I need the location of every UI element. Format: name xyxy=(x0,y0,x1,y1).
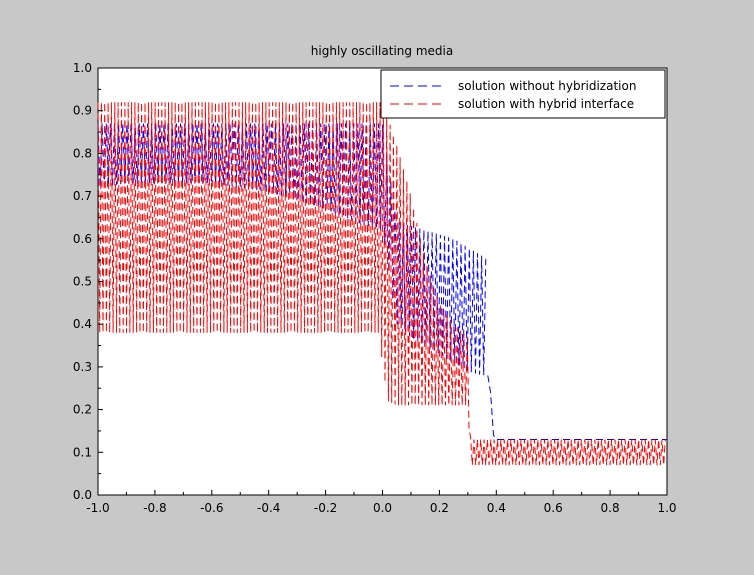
x-tick-label: 0.2 xyxy=(430,501,449,515)
y-tick-label: 0.9 xyxy=(73,104,92,118)
x-tick-label: 0.4 xyxy=(487,501,506,515)
x-tick-label: 1.0 xyxy=(657,501,676,515)
x-tick-label: -0.2 xyxy=(314,501,337,515)
y-tick-label: 1.0 xyxy=(73,61,92,75)
series-line-2 xyxy=(97,102,666,466)
y-tick-label: 0.3 xyxy=(73,360,92,374)
x-tick-label: 0.6 xyxy=(544,501,563,515)
y-tick-label: 0.0 xyxy=(73,488,92,502)
y-tick-label: 0.5 xyxy=(73,275,92,289)
x-tick-label: -1.0 xyxy=(86,501,109,515)
y-tick-label: 0.6 xyxy=(73,232,92,246)
series-layer xyxy=(97,102,667,466)
x-tick-label: -0.8 xyxy=(143,501,166,515)
legend-label-with-hybrid-interface: solution with hybrid interface xyxy=(458,97,634,111)
x-tick-label: 0.0 xyxy=(373,501,392,515)
y-tick-label: 0.4 xyxy=(73,317,92,331)
legend-label-without-hybridization: solution without hybridization xyxy=(458,79,636,93)
x-tick-label: -0.4 xyxy=(257,501,280,515)
legend-box xyxy=(380,69,666,119)
y-tick-label: 0.8 xyxy=(73,146,92,160)
x-tick-label: -0.6 xyxy=(200,501,223,515)
axes-layer: -1.0 -0.8 -0.6 -0.4 -0.2 0.0 0.2 0.4 0.6 0.8 1.0 0.… xyxy=(73,61,677,515)
x-tick-label: 0.8 xyxy=(601,501,620,515)
y-tick-label: 0.1 xyxy=(73,445,92,459)
chart-title: highly oscillating media xyxy=(311,44,453,58)
legend: solution without hybridization solution … xyxy=(380,69,666,119)
y-tick-label: 0.7 xyxy=(73,189,92,203)
y-tick-label: 0.2 xyxy=(73,403,92,417)
